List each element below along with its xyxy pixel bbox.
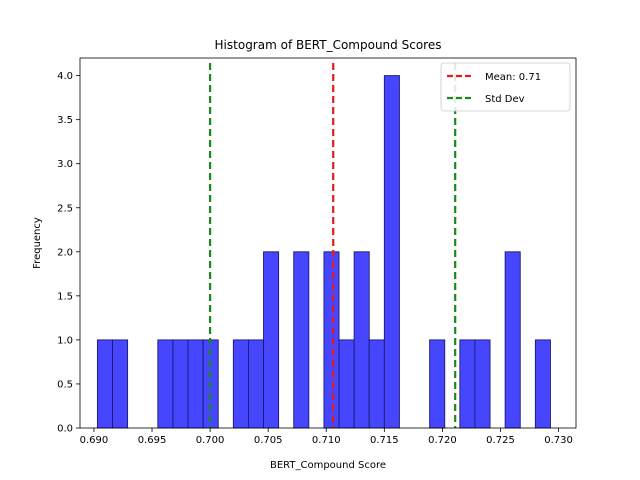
histogram-bar [383, 75, 400, 429]
y-tick-label: 0.0 [57, 424, 73, 435]
x-tick-label: 0.720 [428, 435, 457, 446]
histogram-bar [187, 339, 204, 429]
histogram-bar [534, 339, 551, 429]
legend-box [440, 62, 571, 112]
histogram-bar [474, 339, 491, 429]
x-tick-label: 0.695 [138, 435, 167, 446]
y-tick-label: 0.5 [57, 379, 73, 390]
x-tick-label: 0.690 [80, 435, 109, 446]
y-tick-label: 2.5 [57, 203, 73, 214]
histogram-bar [353, 251, 370, 429]
y-axis-label: Frequency [32, 217, 43, 269]
y-axis-ticks: 0.0 0.5 1.0 1.5 2.0 2.5 3.0 3.5 4.0 [57, 71, 80, 435]
reference-lines [208, 63, 457, 428]
histogram-bar [247, 339, 264, 429]
y-tick-label: 3.5 [57, 115, 73, 126]
histogram-bar [232, 339, 249, 429]
y-tick-label: 3.0 [57, 159, 73, 170]
y-tick-label: 1.5 [57, 291, 73, 302]
histogram-bar [112, 339, 129, 429]
plot-frame [79, 57, 577, 429]
y-tick-label: 2.0 [57, 247, 73, 258]
histogram-bar [459, 339, 476, 429]
histogram-bar [368, 339, 385, 429]
chart-title: Histogram of BERT_Compound Scores [215, 38, 442, 52]
histogram-bar [504, 251, 521, 429]
x-tick-label: 0.705 [254, 435, 283, 446]
histogram-bar [323, 251, 340, 429]
legend-label-mean: Mean: 0.71 [485, 72, 541, 83]
histogram-bar [157, 339, 174, 429]
legend: Mean: 0.71 Std Dev [440, 62, 571, 112]
histogram-bars [96, 75, 551, 429]
histogram-bar [263, 251, 280, 429]
x-axis-label: BERT_Compound Score [270, 460, 386, 471]
x-tick-label: 0.700 [196, 435, 225, 446]
histogram-bar [96, 339, 113, 429]
x-tick-label: 0.725 [486, 435, 515, 446]
y-tick-label: 1.0 [57, 335, 73, 346]
legend-label-std-dev: Std Dev [485, 94, 525, 105]
y-tick-label: 4.0 [57, 71, 73, 82]
histogram-bar [172, 339, 189, 429]
histogram-bar [429, 339, 446, 429]
x-tick-label: 0.710 [312, 435, 341, 446]
x-tick-label: 0.730 [544, 435, 573, 446]
x-axis-ticks: 0.690 0.695 0.700 0.705 0.710 0.715 0.720 0.725… [80, 428, 573, 446]
x-tick-label: 0.715 [370, 435, 399, 446]
histogram-bar [338, 339, 355, 429]
histogram-bar [293, 251, 310, 429]
